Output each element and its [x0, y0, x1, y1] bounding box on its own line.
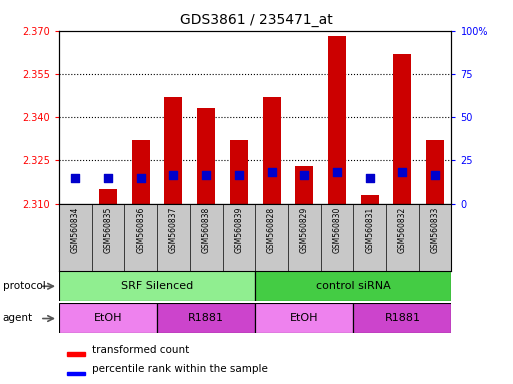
Bar — [67, 372, 85, 375]
Text: GSM560830: GSM560830 — [332, 207, 342, 253]
Text: SRF Silenced: SRF Silenced — [121, 281, 193, 291]
Text: GSM560831: GSM560831 — [365, 207, 374, 253]
Point — [235, 172, 243, 178]
Bar — [165, 97, 183, 204]
Point — [398, 169, 406, 175]
Bar — [255, 271, 451, 301]
Text: EtOH: EtOH — [94, 313, 122, 323]
Bar — [67, 352, 85, 356]
Bar — [59, 271, 255, 301]
Point — [104, 175, 112, 181]
Text: GDS3861 / 235471_at: GDS3861 / 235471_at — [180, 13, 333, 27]
Bar — [263, 97, 281, 204]
Text: transformed count: transformed count — [92, 345, 190, 355]
Bar — [255, 303, 353, 333]
Text: GSM560828: GSM560828 — [267, 207, 276, 253]
Text: R1881: R1881 — [188, 313, 224, 323]
Bar — [59, 303, 157, 333]
Text: EtOH: EtOH — [290, 313, 319, 323]
Bar — [426, 140, 444, 204]
Point — [333, 169, 341, 175]
Text: GSM560833: GSM560833 — [430, 207, 440, 253]
Point — [136, 175, 145, 181]
Bar — [353, 303, 451, 333]
Point — [300, 172, 308, 178]
Bar — [230, 140, 248, 204]
Bar — [99, 189, 117, 204]
Text: GSM560836: GSM560836 — [136, 207, 145, 253]
Point — [202, 172, 210, 178]
Text: R1881: R1881 — [384, 313, 420, 323]
Text: GSM560837: GSM560837 — [169, 207, 178, 253]
Bar — [132, 140, 150, 204]
Text: GSM560839: GSM560839 — [234, 207, 243, 253]
Point — [267, 169, 275, 175]
Text: GSM560832: GSM560832 — [398, 207, 407, 253]
Point — [169, 172, 177, 178]
Text: agent: agent — [3, 313, 33, 323]
Bar — [393, 54, 411, 204]
Text: percentile rank within the sample: percentile rank within the sample — [92, 364, 268, 374]
Text: GSM560829: GSM560829 — [300, 207, 309, 253]
Bar — [295, 166, 313, 204]
Bar — [157, 303, 255, 333]
Point — [431, 172, 439, 178]
Bar — [328, 36, 346, 204]
Text: GSM560835: GSM560835 — [104, 207, 112, 253]
Bar — [197, 109, 215, 204]
Text: control siRNA: control siRNA — [316, 281, 391, 291]
Point — [71, 175, 80, 181]
Text: protocol: protocol — [3, 281, 45, 291]
Text: GSM560838: GSM560838 — [202, 207, 211, 253]
Bar — [361, 195, 379, 204]
Point — [366, 175, 374, 181]
Text: GSM560834: GSM560834 — [71, 207, 80, 253]
